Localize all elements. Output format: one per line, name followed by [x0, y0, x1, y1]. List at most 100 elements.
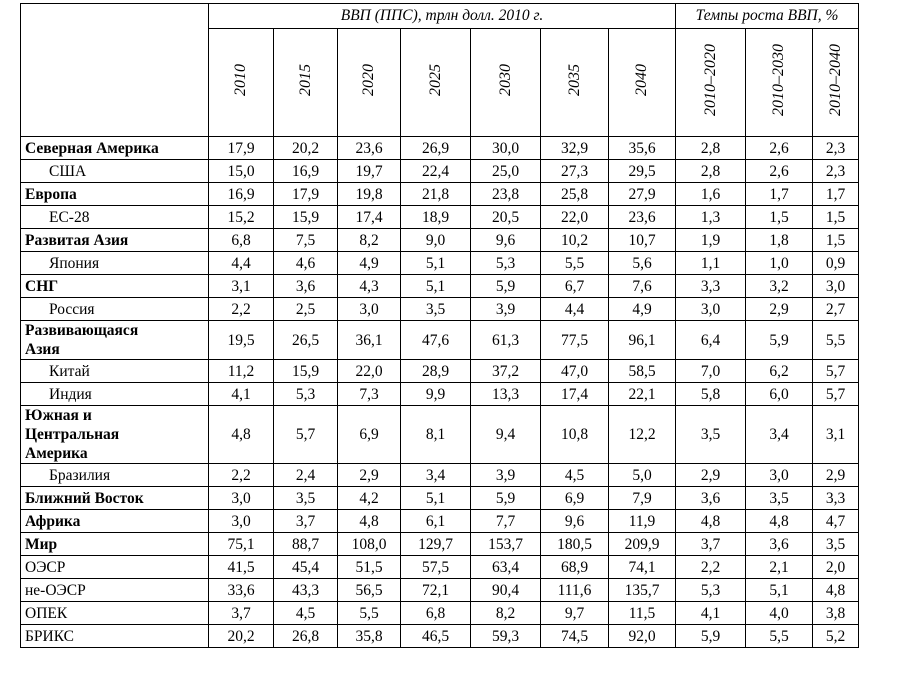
value-cell: 17,4 — [540, 382, 609, 406]
value-cell: 16,9 — [208, 182, 274, 206]
value-cell: 75,1 — [208, 532, 274, 556]
table-row: Развитая Азия 6,8 7,5 8,2 9,0 9,6 10,2 10,7 1,9 1… — [20, 228, 860, 252]
value-cell: 5,1 — [400, 251, 471, 275]
value-cell: 2,2 — [208, 297, 274, 321]
row-label: ЕС-28 — [20, 205, 209, 229]
value-cell: 7,9 — [607, 486, 677, 510]
value-cell: 7,7 — [470, 509, 541, 533]
value-cell: 209,9 — [607, 532, 677, 556]
value-cell: 22,0 — [540, 205, 609, 229]
value-cell: 5,1 — [400, 274, 471, 298]
value-cell: 2,1 — [745, 555, 814, 579]
table-row: Индия 4,1 5,3 7,3 9,9 13,3 17,4 22,1 5,8 6,0 5,7 — [20, 382, 860, 406]
value-cell: 2,6 — [745, 159, 814, 183]
value-cell: 29,5 — [607, 159, 677, 183]
value-cell: 3,9 — [470, 463, 541, 487]
year-header: 2040 — [633, 64, 650, 96]
value-cell: 2,7 — [812, 297, 860, 321]
value-cell: 26,9 — [400, 136, 471, 160]
value-cell: 2,9 — [745, 297, 814, 321]
table-row: СНГ 3,1 3,6 4,3 5,1 5,9 6,7 7,6 3,3 3,2 3,0 — [20, 274, 860, 298]
value-cell: 3,6 — [273, 274, 338, 298]
value-cell: 2,3 — [812, 136, 860, 160]
value-cell: 4,6 — [273, 251, 338, 275]
row-label: Африка — [20, 509, 209, 533]
value-cell: 88,7 — [273, 532, 338, 556]
value-cell: 1,8 — [745, 228, 814, 252]
table-row: ЕС-28 15,2 15,9 17,4 18,9 20,5 22,0 23,6 1,3 1,5 1… — [20, 205, 860, 229]
row-label: ОЭСР — [20, 555, 209, 579]
value-cell: 25,8 — [540, 182, 609, 206]
value-cell: 5,9 — [470, 486, 541, 510]
value-cell: 6,1 — [400, 509, 471, 533]
value-cell: 5,3 — [675, 578, 747, 602]
year-header: 2030 — [496, 64, 514, 96]
value-cell: 13,3 — [470, 382, 541, 406]
value-cell: 15,9 — [273, 359, 338, 383]
value-cell: 5,6 — [607, 251, 677, 275]
row-label: Развивающаяся Азия — [20, 320, 209, 360]
value-cell: 37,2 — [470, 359, 541, 383]
value-cell: 2,8 — [675, 136, 747, 160]
value-cell: 5,5 — [337, 601, 401, 625]
value-cell: 92,0 — [607, 624, 677, 648]
row-label: БРИКС — [20, 624, 209, 648]
value-cell: 3,7 — [208, 601, 274, 625]
row-label: США — [20, 159, 209, 183]
value-cell: 5,7 — [273, 405, 338, 464]
value-cell: 23,8 — [470, 182, 541, 206]
value-cell: 3,0 — [675, 297, 747, 321]
value-cell: 9,0 — [400, 228, 471, 252]
table-row: ОЭСР 41,5 45,4 51,5 57,5 63,4 68,9 74,1 2,2 2,1 2,… — [20, 555, 860, 579]
value-cell: 2,9 — [337, 463, 401, 487]
value-cell: 7,5 — [273, 228, 338, 252]
value-cell: 30,0 — [470, 136, 541, 160]
table-body: Северная Америка 17,9 20,2 23,6 26,9 30,0 32,9… — [20, 136, 860, 648]
value-cell: 11,5 — [607, 601, 677, 625]
table-row: США 15,0 16,9 19,7 22,4 25,0 27,3 29,5 2,8 2,6 2,3 — [20, 159, 860, 183]
value-cell: 0,9 — [812, 251, 860, 275]
value-cell: 47,0 — [540, 359, 609, 383]
value-cell: 4,9 — [337, 251, 401, 275]
value-cell: 15,2 — [208, 205, 274, 229]
value-cell: 3,0 — [745, 463, 814, 487]
value-cell: 18,9 — [400, 205, 471, 229]
value-cell: 96,1 — [607, 320, 677, 360]
year-header: 2025 — [426, 64, 444, 96]
value-cell: 3,1 — [208, 274, 274, 298]
value-cell: 59,3 — [470, 624, 541, 648]
row-label: Бразилия — [20, 463, 209, 487]
value-cell: 9,6 — [470, 228, 541, 252]
row-label: Индия — [20, 382, 209, 406]
row-label: Северная Америка — [20, 136, 209, 160]
value-cell: 11,9 — [607, 509, 677, 533]
value-cell: 17,9 — [208, 136, 274, 160]
year-header: 2035 — [565, 64, 583, 96]
value-cell: 26,8 — [273, 624, 338, 648]
value-cell: 5,9 — [745, 320, 814, 360]
value-cell: 20,5 — [470, 205, 541, 229]
value-cell: 6,2 — [745, 359, 814, 383]
value-cell: 4,5 — [273, 601, 338, 625]
year-header: 2015 — [296, 64, 314, 96]
value-cell: 45,4 — [273, 555, 338, 579]
row-label: Мир — [20, 532, 209, 556]
value-cell: 3,0 — [812, 274, 860, 298]
value-cell: 4,8 — [208, 405, 274, 464]
row-label: Ближний Восток — [20, 486, 209, 510]
value-cell: 5,2 — [812, 624, 860, 648]
header-row: ВВП (ППС), трлн долл. 2010 г. Темпы рост… — [20, 3, 860, 137]
value-cell: 1,7 — [812, 182, 860, 206]
value-cell: 6,0 — [745, 382, 814, 406]
row-label: не-ОЭСР — [20, 578, 209, 602]
period-header-cell: 2010–2030 — [745, 28, 814, 137]
year-header-cell: 2010 — [208, 28, 274, 137]
value-cell: 4,3 — [337, 274, 401, 298]
value-cell: 3,5 — [273, 486, 338, 510]
value-cell: 19,5 — [208, 320, 274, 360]
value-cell: 7,0 — [675, 359, 747, 383]
value-cell: 3,4 — [745, 405, 814, 464]
value-cell: 10,8 — [540, 405, 609, 464]
value-cell: 6,4 — [675, 320, 747, 360]
